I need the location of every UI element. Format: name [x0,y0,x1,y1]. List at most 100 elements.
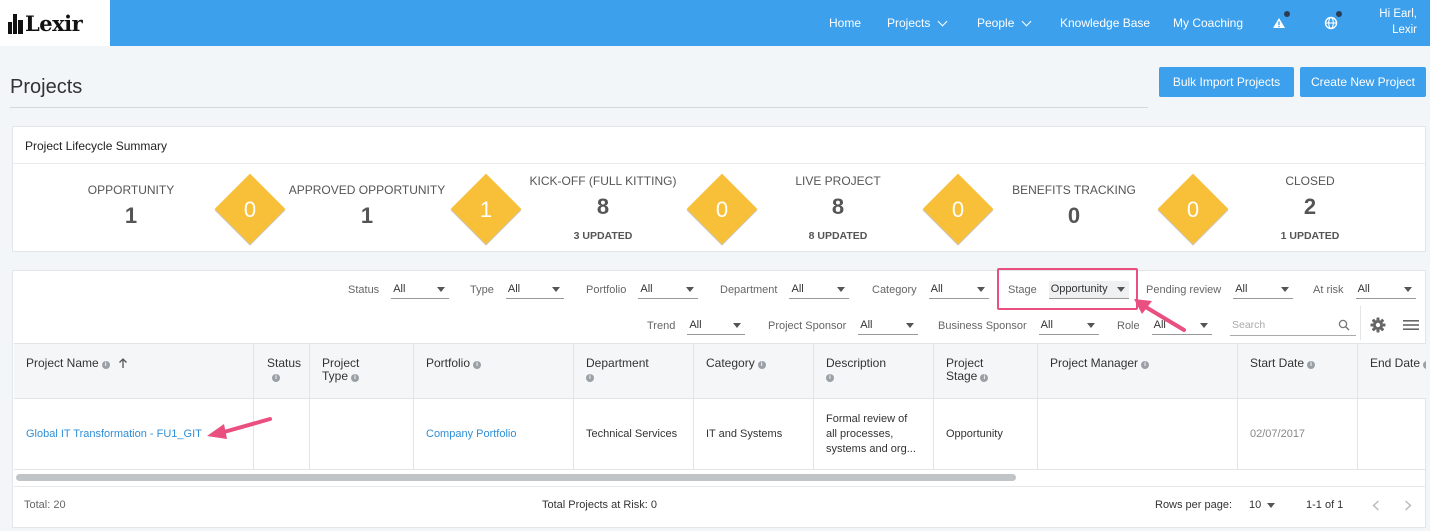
filter-trend[interactable]: Trend All [647,317,746,335]
nav-knowledge-base[interactable]: Knowledge Base [1060,0,1150,46]
filter-status[interactable]: Status All [348,281,450,299]
info-icon[interactable]: i [1141,361,1150,369]
column-header-portfolio[interactable]: Portfolio i [414,344,574,398]
title-divider [10,107,1148,108]
stage-label: BENEFITS TRACKING [1012,183,1136,197]
column-header-start-date[interactable]: Start Date i [1238,344,1358,398]
stage-filter-highlight [997,268,1138,310]
info-icon[interactable]: i [1423,361,1426,369]
filter-role[interactable]: Role All [1117,317,1212,335]
globe-badge [1336,11,1342,17]
filter-business-sponsor[interactable]: Business Sponsor All [938,317,1099,335]
info-icon[interactable]: i [586,374,594,382]
alert-icon[interactable] [1272,16,1286,30]
filter-portfolio[interactable]: Portfolio All [586,281,699,299]
column-header-description[interactable]: Description i [814,344,934,398]
filter-status-select[interactable]: All [391,281,450,299]
building-logo-icon [8,12,24,34]
stage-kick-off[interactable]: KICK-OFF (FULL KITTING) 8 3 UPDATED [493,174,713,242]
sort-ascending-icon[interactable] [118,358,128,369]
bulk-import-button[interactable]: Bulk Import Projects [1159,67,1294,97]
greeting-line1: Hi Earl, [1379,8,1417,20]
filter-department-select[interactable]: All [789,281,850,299]
caret-down-icon [976,287,985,292]
filter-at-risk[interactable]: At risk All [1313,281,1416,299]
filter-department[interactable]: Department All [720,281,850,299]
filter-portfolio-select[interactable]: All [638,281,699,299]
filter-project-sponsor-select[interactable]: All [858,317,919,335]
create-project-button[interactable]: Create New Project [1300,67,1426,97]
projects-table-card [12,270,1426,528]
pagination-range: 1-1 of 1 [1306,499,1344,511]
stage-closed[interactable]: CLOSED 2 1 UPDATED [1200,174,1420,242]
nav-people[interactable]: People [977,0,1032,46]
stage-live-project[interactable]: LIVE PROJECT 8 8 UPDATED [728,174,948,242]
caret-down-icon [1086,323,1095,328]
rows-per-page-select[interactable]: 10 [1249,499,1276,511]
nav-projects[interactable]: Projects [887,0,948,46]
filter-category-select[interactable]: All [928,281,989,299]
filter-role-select[interactable]: All [1151,317,1212,335]
column-label: Project Name [26,356,99,370]
chevron-right-icon[interactable] [1404,500,1412,511]
brand-logo[interactable]: Lexir [0,0,110,46]
filter-type[interactable]: Type All [470,281,564,299]
filter-pending-review[interactable]: Pending review All [1146,281,1294,299]
filter-trend-select[interactable]: All [687,317,746,335]
filter-stage[interactable]: Stage Opportunity [1008,281,1129,299]
info-icon[interactable]: i [101,361,110,369]
transition-count: 0 [951,197,965,222]
nav-home[interactable]: Home [829,0,861,46]
chevron-left-icon[interactable] [1372,500,1380,511]
column-header-project-type[interactable]: Project Type i [310,344,414,398]
info-icon[interactable]: i [351,374,360,382]
user-menu[interactable]: Hi Earl, Lexir [1367,6,1417,38]
filter-type-select[interactable]: All [505,281,564,299]
cell-project-type [310,399,414,469]
column-header-project-name[interactable]: Project Name i [14,344,254,398]
stage-approved-opportunity[interactable]: APPROVED OPPORTUNITY 1 [257,183,477,229]
filter-value: All [1235,283,1248,295]
column-label: Portfolio [426,356,471,370]
filter-business-sponsor-select[interactable]: All [1038,317,1099,335]
project-name-link[interactable]: Global IT Transformation - FU1_GIT [26,427,202,440]
cell-category-value: IT and Systems [706,427,783,440]
info-icon[interactable]: i [980,374,989,382]
projects-at-risk: Total Projects at Risk: 0 [542,499,657,511]
search-icon [1338,319,1350,331]
info-icon[interactable]: i [1307,361,1316,369]
filter-label: Type [470,284,494,296]
stage-benefits-tracking[interactable]: BENEFITS TRACKING 0 [964,183,1184,229]
column-header-project-manager[interactable]: Project Manager i [1038,344,1238,398]
horizontal-scrollbar[interactable] [16,474,1016,481]
info-icon[interactable]: i [757,361,766,369]
column-label: Project [322,356,360,370]
portfolio-link[interactable]: Company Portfolio [426,427,517,440]
nav-my-coaching[interactable]: My Coaching [1173,0,1243,46]
filter-value: All [393,283,406,295]
info-icon[interactable]: i [826,374,834,382]
column-label-line2: Type [322,369,349,383]
filter-pending-review-select[interactable]: All [1233,281,1294,299]
filter-value: All [1357,283,1370,295]
globe-icon[interactable] [1324,16,1338,30]
column-header-project-stage[interactable]: Project Stage i [934,344,1038,398]
filter-stage-select[interactable]: Opportunity [1048,281,1129,299]
filter-value: All [1153,319,1166,331]
filter-at-risk-select[interactable]: All [1355,281,1416,299]
column-header-category[interactable]: Category i [694,344,814,398]
nav-my-coaching-label: My Coaching [1173,16,1244,30]
info-icon[interactable]: i [272,374,280,382]
filter-label: Portfolio [586,284,627,296]
column-header-department[interactable]: Department i [574,344,694,398]
column-header-status[interactable]: Status i [254,344,310,398]
search-input[interactable]: Search [1230,316,1356,336]
info-icon[interactable]: i [473,361,482,369]
table-top-border [14,343,1426,344]
gear-icon[interactable] [1370,317,1386,333]
filter-category[interactable]: Category All [872,281,989,299]
stage-opportunity[interactable]: OPPORTUNITY 1 [21,183,241,229]
filter-project-sponsor[interactable]: Project Sponsor All [768,317,919,335]
menu-icon[interactable] [1403,319,1419,331]
